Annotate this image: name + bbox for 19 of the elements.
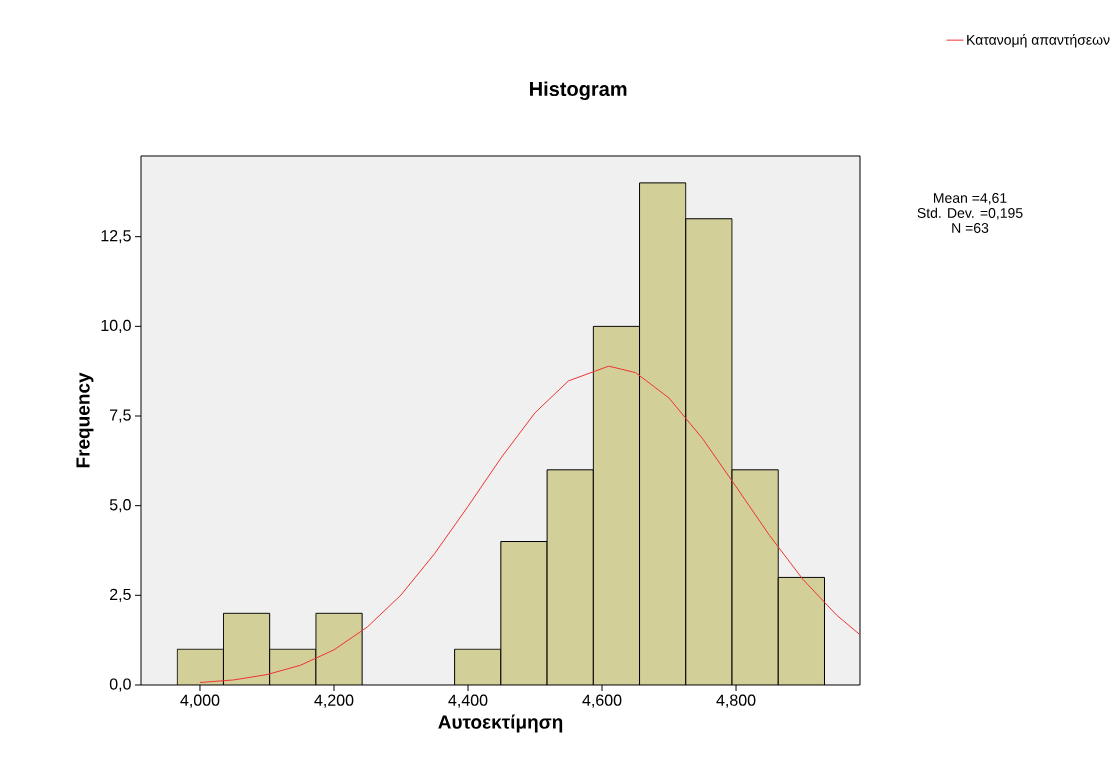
text: Mean =4,61 (933, 193, 1007, 205)
y-tick-label: 2,5 (110, 588, 131, 602)
chart-title: Histogram (530, 81, 627, 101)
x-tick-label: 4,800 (716, 694, 756, 708)
text: N =63 (952, 223, 989, 233)
y-tick-label: 0,0 (109, 678, 131, 692)
x-tick-label: 4,000 (180, 694, 220, 708)
y-tick-label: 10,0 (101, 319, 131, 333)
y-tick-label: 5,0 (109, 499, 131, 513)
legend-label: Κατανομή απαντήσεων (967, 34, 1110, 48)
y-tick-label: 12,5 (101, 230, 131, 244)
line-series (199, 365, 860, 683)
x-tick-label: 4,200 (314, 694, 354, 708)
x-tick-label: 4,400 (448, 694, 488, 708)
x-tick-label: 4,600 (582, 694, 622, 708)
y-axis-title: Frequency (76, 372, 94, 468)
x-axis-title: Αυτοεκτίμηση (438, 714, 563, 733)
text: Std. Dev. =0,195 (917, 207, 1023, 220)
y-tick-label: 7,5 (110, 409, 131, 423)
